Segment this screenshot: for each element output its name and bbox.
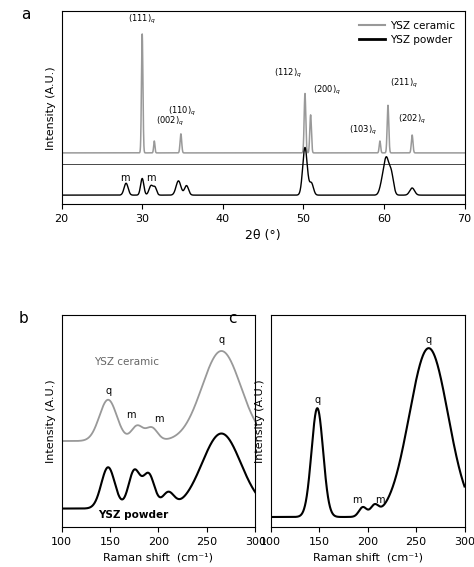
- Text: q: q: [314, 395, 320, 405]
- Text: m: m: [126, 411, 135, 420]
- Text: a: a: [21, 7, 31, 23]
- Text: m: m: [352, 495, 362, 505]
- Text: m: m: [375, 495, 385, 505]
- Y-axis label: Intensity (A.U.): Intensity (A.U.): [46, 66, 56, 150]
- Text: $(103)_q$: $(103)_q$: [349, 124, 377, 137]
- Text: $(211)_q$: $(211)_q$: [390, 77, 418, 90]
- X-axis label: 2θ (°): 2θ (°): [245, 229, 281, 242]
- Legend: YSZ ceramic, YSZ powder: YSZ ceramic, YSZ powder: [355, 16, 459, 49]
- Text: $(002)_q$: $(002)_q$: [156, 115, 184, 128]
- Text: $(200)_q$: $(200)_q$: [313, 84, 341, 97]
- Text: $(111)_q$: $(111)_q$: [128, 12, 156, 26]
- Text: q: q: [219, 335, 225, 345]
- Text: YSZ powder: YSZ powder: [99, 510, 169, 520]
- Y-axis label: Intensity (A.U.): Intensity (A.U.): [46, 379, 56, 463]
- Text: c: c: [228, 311, 237, 326]
- Y-axis label: Intensity (A.U.): Intensity (A.U.): [255, 379, 265, 463]
- X-axis label: Raman shift  (cm⁻¹): Raman shift (cm⁻¹): [103, 553, 213, 562]
- Text: m: m: [154, 414, 163, 424]
- Text: $(202)_q$: $(202)_q$: [398, 112, 426, 125]
- Text: m: m: [146, 172, 156, 183]
- Text: b: b: [19, 311, 29, 326]
- Text: YSZ ceramic: YSZ ceramic: [93, 357, 159, 367]
- Text: $(112)_q$: $(112)_q$: [273, 67, 302, 81]
- Text: m: m: [120, 172, 129, 183]
- Text: q: q: [426, 335, 432, 345]
- Text: $(110)_q$: $(110)_q$: [168, 105, 197, 119]
- X-axis label: Raman shift  (cm⁻¹): Raman shift (cm⁻¹): [313, 553, 423, 562]
- Text: q: q: [105, 386, 111, 396]
